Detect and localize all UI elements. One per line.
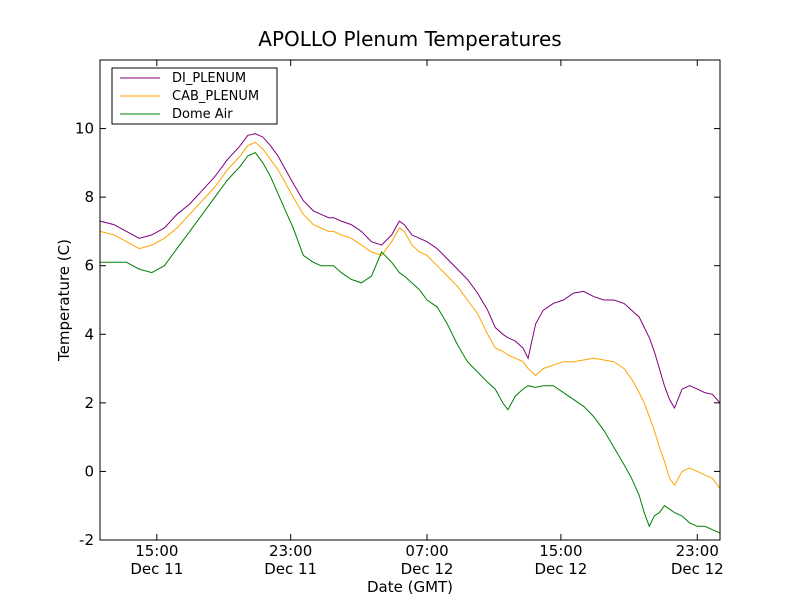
y-tick-label: 10 [75,120,94,138]
series-line-di-plenum [99,133,721,410]
x-tick-label-date: Dec 12 [401,560,454,578]
plot-frame [99,59,721,541]
legend: DI_PLENUM CAB_PLENUM Dome Air [111,67,278,125]
x-axis-title: Date (GMT) [367,578,453,596]
x-tick-label-date: Dec 11 [130,560,183,578]
series-layer [99,133,721,534]
x-tick-label-date: Dec 12 [534,560,587,578]
x-tick-label-date: Dec 12 [671,560,724,578]
x-tick-label-time: 15:00 [135,542,178,560]
y-axis-title: Temperature (C) [55,239,73,362]
x-tick-label-time: 15:00 [539,542,582,560]
x-tick-label-time: 07:00 [405,542,448,560]
y-tick-label: 4 [84,325,94,343]
y-tick-label: 8 [84,188,94,206]
y-tick-label: 0 [84,462,94,480]
x-tick-label-date: Dec 11 [264,560,317,578]
legend-label: Dome Air [172,107,233,122]
plot-area [100,60,720,540]
y-axis: -2 0 2 4 6 8 10 [75,120,720,549]
x-tick-label-time: 23:00 [269,542,312,560]
x-tick-label-time: 23:00 [676,542,719,560]
legend-label: DI_PLENUM [172,71,246,86]
y-tick-label: -2 [79,531,94,549]
y-tick-label: 2 [84,394,94,412]
series-line-cab-plenum [99,141,721,489]
chart-title: APOLLO Plenum Temperatures [258,27,561,51]
series-line-dome-air [100,151,721,534]
legend-label: CAB_PLENUM [172,89,259,104]
y-tick-label: 6 [84,257,94,275]
